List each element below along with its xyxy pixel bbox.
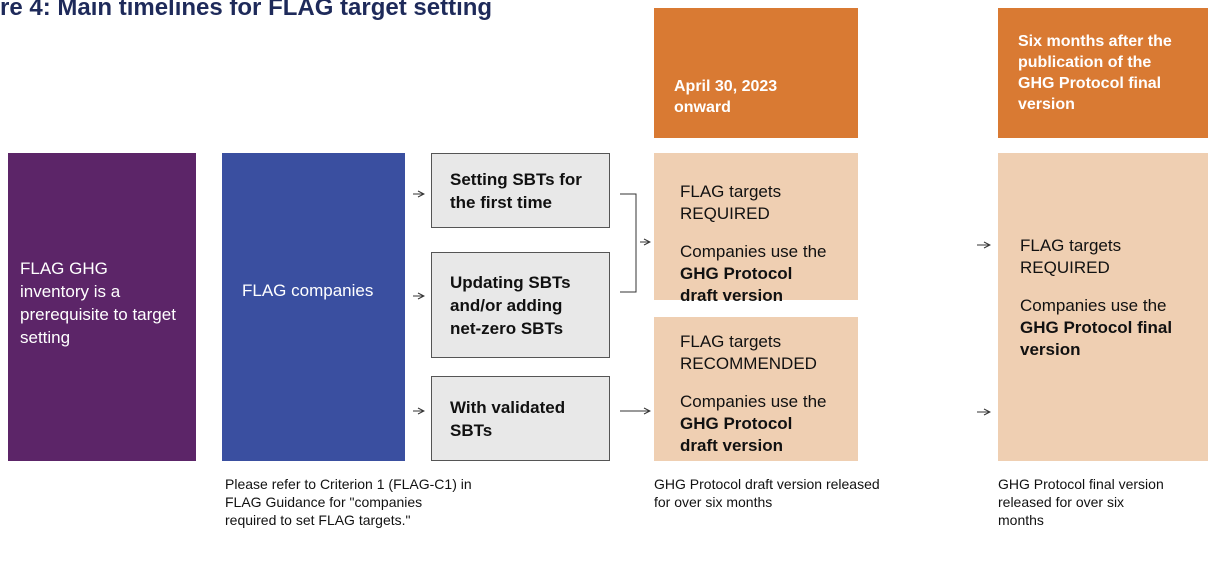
case-text: With validated SBTs xyxy=(450,397,566,440)
phase-box: FLAG targets REQUIRED Companies use the … xyxy=(654,153,858,305)
companies-box: FLAG companies xyxy=(222,153,405,461)
header-box: Six months after the publication of the … xyxy=(998,8,1208,138)
bracket xyxy=(620,193,637,293)
case-text: Updating SBTs and/or adding net-zero SBT… xyxy=(450,272,571,338)
case-box: Updating SBTs and/or adding net-zero SBT… xyxy=(431,252,610,358)
header-text: April 30, 2023 onward xyxy=(674,78,778,116)
version-text: GHG Protocol draft version xyxy=(680,414,793,455)
note: Please refer to Criterion 1 (FLAG-C1) in… xyxy=(225,476,472,528)
prerequisite-text: FLAG GHG inventory is a prerequisite to … xyxy=(20,259,176,347)
companies-text: FLAG companies xyxy=(242,281,374,300)
phase-box: FLAG targets REQUIRED Companies use the … xyxy=(998,153,1208,461)
header-box: April 30, 2023 onward xyxy=(654,8,858,138)
status: FLAG targets REQUIRED xyxy=(1020,236,1122,277)
case-box: With validated SBTs xyxy=(431,376,610,461)
status: FLAG targets RECOMMENDED xyxy=(680,332,817,373)
usage: Companies use the GHG Protocol draft ver… xyxy=(680,391,832,457)
phase-box: FLAG targets RECOMMENDED Companies use t… xyxy=(654,317,858,461)
case-text: Setting SBTs for the first time xyxy=(450,169,582,212)
usage: Companies use the GHG Protocol final ver… xyxy=(1020,295,1188,361)
version-text: GHG Protocol draft version xyxy=(680,264,793,305)
status: FLAG targets REQUIRED xyxy=(680,182,782,223)
case-box: Setting SBTs for the first time xyxy=(431,153,610,228)
usage-text: Companies use the xyxy=(680,392,827,411)
usage-text: Companies use the xyxy=(680,242,827,261)
header-text: Six months after the publication of the … xyxy=(1018,33,1172,113)
version-text: GHG Protocol final version xyxy=(1020,318,1173,359)
usage: Companies use the GHG Protocol draft ver… xyxy=(680,241,832,307)
note: GHG Protocol draft version released for … xyxy=(654,476,880,510)
usage-text: Companies use the xyxy=(1020,296,1167,315)
prerequisite-box: FLAG GHG inventory is a prerequisite to … xyxy=(8,153,196,461)
note: GHG Protocol final version released for … xyxy=(998,476,1164,528)
title: re 4: Main timelines for FLAG target set… xyxy=(0,0,493,21)
